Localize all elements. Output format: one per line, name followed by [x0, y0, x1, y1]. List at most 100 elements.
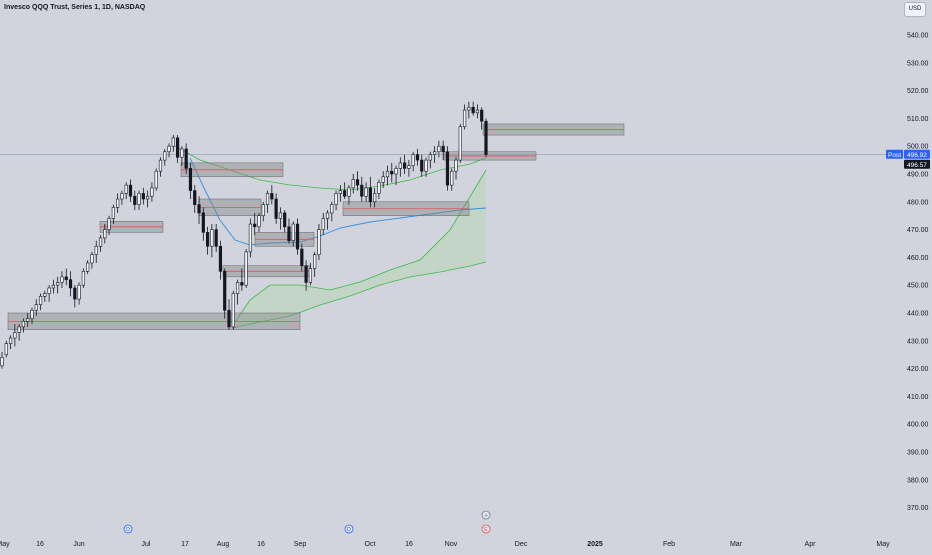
- candle-body[interactable]: [390, 170, 394, 175]
- candle-body[interactable]: [0, 357, 4, 367]
- candle-body[interactable]: [86, 262, 90, 272]
- currency-button[interactable]: USD: [904, 2, 926, 17]
- candle-body[interactable]: [475, 109, 480, 114]
- candle-body[interactable]: [424, 159, 428, 172]
- candle-body[interactable]: [4, 343, 8, 355]
- candle-body[interactable]: [321, 218, 325, 230]
- candle-body[interactable]: [368, 187, 372, 203]
- candle-body[interactable]: [265, 193, 270, 205]
- candle-body[interactable]: [214, 229, 218, 247]
- candle-body[interactable]: [244, 251, 248, 286]
- candle-body[interactable]: [291, 223, 295, 242]
- candle-body[interactable]: [137, 193, 141, 205]
- candle-body[interactable]: [467, 106, 471, 111]
- candle-body[interactable]: [347, 187, 351, 197]
- candle-body[interactable]: [107, 218, 111, 230]
- candle-body[interactable]: [330, 204, 334, 214]
- candle-body[interactable]: [300, 248, 304, 267]
- dividend-icon[interactable]: [344, 524, 354, 534]
- candle-body[interactable]: [128, 184, 133, 197]
- candle-body[interactable]: [240, 282, 244, 286]
- candle-body[interactable]: [325, 212, 330, 219]
- candle-body[interactable]: [235, 282, 240, 294]
- candle-body[interactable]: [385, 170, 390, 178]
- candle-body[interactable]: [480, 109, 484, 122]
- candle-body[interactable]: [283, 212, 287, 228]
- candle-body[interactable]: [8, 337, 13, 344]
- candle-body[interactable]: [81, 270, 85, 286]
- candle-body[interactable]: [188, 168, 193, 191]
- candle-body[interactable]: [205, 232, 210, 247]
- candle-body[interactable]: [403, 162, 407, 169]
- candle-body[interactable]: [38, 296, 43, 305]
- candle-body[interactable]: [163, 151, 167, 161]
- candle-body[interactable]: [437, 145, 441, 153]
- candle-body[interactable]: [441, 145, 445, 153]
- candle-body[interactable]: [334, 193, 338, 205]
- candle-body[interactable]: [167, 145, 171, 153]
- candle-body[interactable]: [445, 151, 450, 186]
- candle-body[interactable]: [377, 182, 381, 194]
- candle-body[interactable]: [56, 282, 60, 286]
- candle-body[interactable]: [394, 168, 398, 175]
- candle-body[interactable]: [278, 212, 283, 219]
- candle-body[interactable]: [68, 279, 73, 289]
- add-event-icon[interactable]: [481, 510, 491, 520]
- candle-body[interactable]: [253, 223, 257, 228]
- candle-body[interactable]: [257, 215, 261, 228]
- candle-body[interactable]: [428, 154, 432, 161]
- candle-body[interactable]: [116, 198, 120, 208]
- candle-body[interactable]: [274, 198, 278, 219]
- candle-body[interactable]: [218, 245, 223, 272]
- candle-body[interactable]: [171, 137, 175, 147]
- candle-body[interactable]: [180, 148, 184, 158]
- candle-body[interactable]: [270, 193, 274, 200]
- candle-body[interactable]: [141, 193, 145, 200]
- candle-body[interactable]: [462, 109, 467, 128]
- candle-body[interactable]: [154, 170, 158, 189]
- candle-body[interactable]: [13, 332, 17, 339]
- candle-body[interactable]: [184, 148, 188, 169]
- candle-body[interactable]: [133, 195, 137, 205]
- candle-body[interactable]: [210, 229, 214, 247]
- candle-body[interactable]: [103, 229, 107, 239]
- candle-body[interactable]: [17, 326, 21, 333]
- candle-body[interactable]: [407, 165, 411, 169]
- candle-body[interactable]: [433, 151, 437, 155]
- candle-body[interactable]: [120, 193, 124, 200]
- candle-body[interactable]: [124, 184, 128, 194]
- candle-body[interactable]: [73, 287, 77, 300]
- dividend-icon[interactable]: [123, 524, 133, 534]
- candle-body[interactable]: [398, 162, 402, 169]
- candle-body[interactable]: [47, 287, 51, 294]
- candle-body[interactable]: [193, 190, 197, 205]
- candle-body[interactable]: [60, 276, 64, 283]
- candle-body[interactable]: [227, 309, 231, 328]
- candle-body[interactable]: [471, 106, 475, 114]
- candle-body[interactable]: [317, 229, 321, 255]
- candle-body[interactable]: [381, 176, 385, 183]
- candle-body[interactable]: [34, 304, 38, 311]
- candle-body[interactable]: [197, 204, 201, 214]
- candle-body[interactable]: [343, 190, 347, 197]
- candle-body[interactable]: [484, 120, 488, 155]
- candle-body[interactable]: [287, 226, 291, 242]
- candle-body[interactable]: [51, 284, 55, 289]
- candle-body[interactable]: [43, 293, 47, 297]
- candle-body[interactable]: [21, 321, 26, 328]
- candle-body[interactable]: [261, 204, 265, 217]
- candle-body[interactable]: [26, 318, 30, 322]
- candle-body[interactable]: [248, 223, 253, 253]
- candle-body[interactable]: [295, 223, 300, 250]
- candle-body[interactable]: [223, 270, 227, 311]
- candle-body[interactable]: [450, 170, 454, 186]
- candle-body[interactable]: [304, 265, 308, 283]
- candle-body[interactable]: [308, 268, 312, 283]
- candle-body[interactable]: [355, 179, 360, 186]
- candle-body[interactable]: [415, 154, 420, 161]
- candle-body[interactable]: [201, 212, 205, 233]
- candle-body[interactable]: [360, 184, 364, 197]
- candle-body[interactable]: [150, 187, 154, 197]
